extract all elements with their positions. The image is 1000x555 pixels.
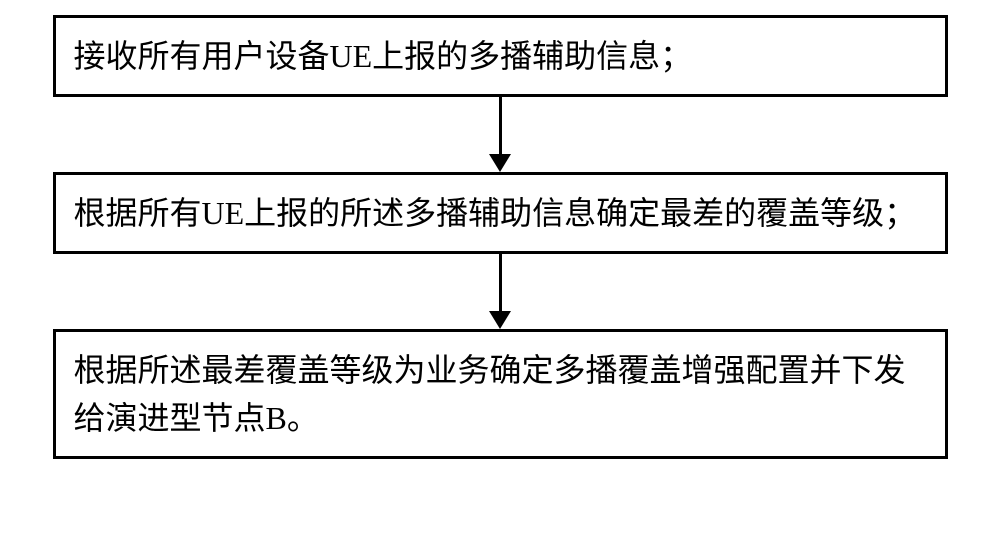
arrow-head-icon: [489, 311, 511, 329]
flowchart-step-3: 根据所述最差覆盖等级为业务确定多播覆盖增强配置并下发给演进型节点B。: [53, 329, 948, 459]
arrow-head-icon: [489, 154, 511, 172]
flowchart-step-2: 根据所有UE上报的所述多播辅助信息确定最差的覆盖等级；: [53, 172, 948, 254]
step-2-text: 根据所有UE上报的所述多播辅助信息确定最差的覆盖等级；: [74, 195, 917, 231]
arrow-line-icon: [499, 254, 502, 313]
arrow-line-icon: [499, 97, 502, 156]
step-3-text: 根据所述最差覆盖等级为业务确定多播覆盖增强配置并下发给演进型节点B。: [74, 352, 906, 436]
flowchart-container: 接收所有用户设备UE上报的多播辅助信息； 根据所有UE上报的所述多播辅助信息确定…: [53, 15, 948, 459]
flowchart-step-1: 接收所有用户设备UE上报的多播辅助信息；: [53, 15, 948, 97]
arrow-1: [489, 97, 511, 172]
arrow-2: [489, 254, 511, 329]
step-1-text: 接收所有用户设备UE上报的多播辅助信息；: [74, 38, 693, 74]
